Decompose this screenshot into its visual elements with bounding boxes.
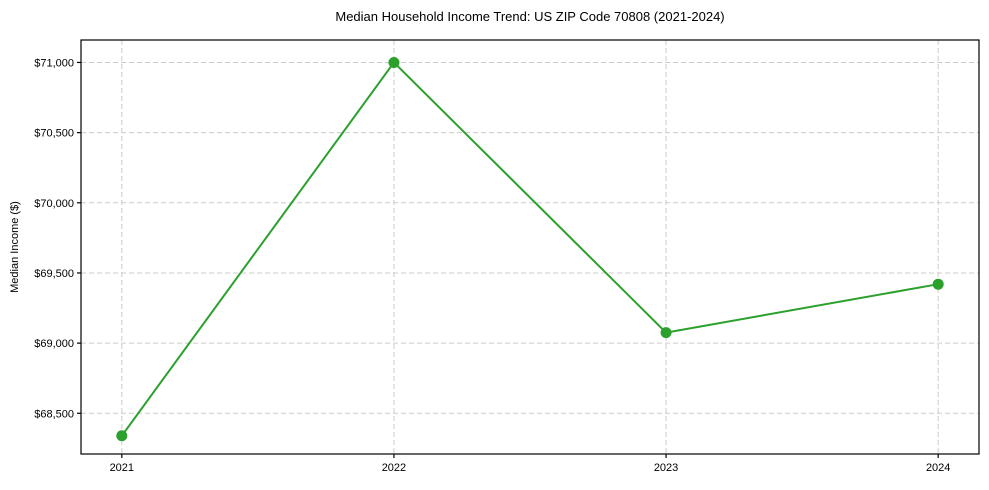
x-tick-label: 2021 xyxy=(110,462,134,474)
data-point-2023 xyxy=(660,327,672,339)
data-point-2021 xyxy=(116,430,128,442)
y-tick-label: $69,000 xyxy=(34,338,74,350)
axes-frame xyxy=(80,39,980,455)
x-tick-label: 2022 xyxy=(382,462,406,474)
data-point-2022 xyxy=(388,56,400,68)
data-point-2024 xyxy=(932,278,944,290)
x-tick-label: 2024 xyxy=(926,462,950,474)
y-tick-label: $69,500 xyxy=(34,268,74,280)
y-tick-label: $71,000 xyxy=(34,57,74,69)
y-tick-label: $70,000 xyxy=(34,198,74,210)
x-tick-label: 2023 xyxy=(654,462,678,474)
y-tick-label: $70,500 xyxy=(34,128,74,140)
y-tick-label: $68,500 xyxy=(34,408,74,420)
chart-title: Median Household Income Trend: US ZIP Co… xyxy=(335,9,725,24)
series-line xyxy=(120,61,940,437)
